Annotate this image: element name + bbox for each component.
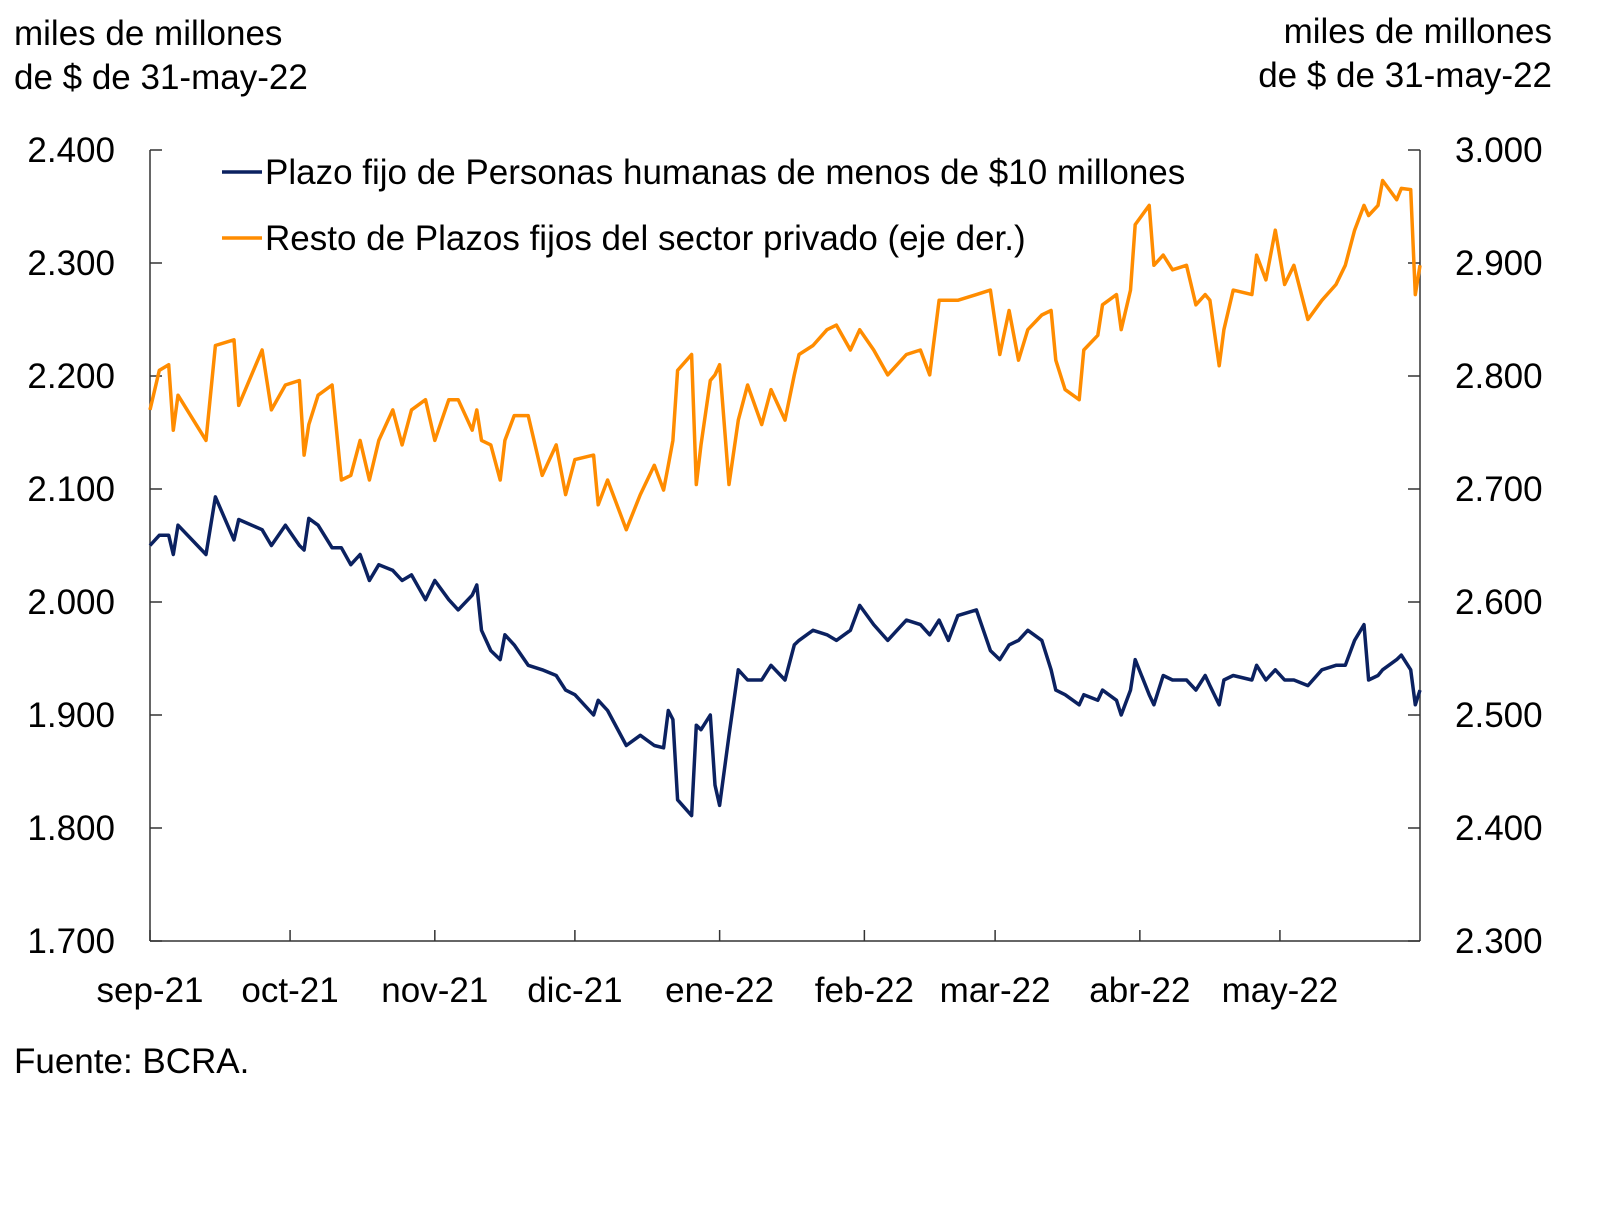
- right-tick-label: 2.800: [1455, 357, 1543, 396]
- series-line-resto-plazos-fijos: [148, 178, 1422, 532]
- right-unit-label-line1: miles de millones: [1283, 12, 1552, 51]
- x-tick-label: ene-22: [665, 971, 774, 1010]
- x-tick-label: nov-21: [381, 971, 488, 1010]
- x-tick-label: abr-22: [1089, 971, 1190, 1010]
- right-unit-label-line2: de $ de 31-may-22: [1258, 56, 1552, 95]
- x-tick-label: feb-22: [815, 971, 914, 1010]
- x-tick-label: sep-21: [96, 971, 203, 1010]
- x-tick-label: oct-21: [241, 971, 338, 1010]
- right-tick-label: 2.500: [1455, 696, 1543, 735]
- right-tick-label: 2.700: [1455, 470, 1543, 509]
- left-tick-label: 1.800: [27, 809, 115, 848]
- right-tick-label: 2.400: [1455, 809, 1543, 848]
- left-tick-label: 2.100: [27, 470, 115, 509]
- right-tick-label: 3.000: [1455, 131, 1543, 170]
- left-tick-label: 1.700: [27, 922, 115, 961]
- left-tick-label: 2.400: [27, 131, 115, 170]
- series-line-personas-humanas: [148, 495, 1422, 818]
- source-note: Fuente: BCRA.: [14, 1042, 250, 1081]
- x-tick-label: mar-22: [940, 971, 1051, 1010]
- right-tick-label: 2.300: [1455, 922, 1543, 961]
- x-tick-label: may-22: [1222, 971, 1339, 1010]
- left-tick-label: 2.200: [27, 357, 115, 396]
- right-tick-label: 2.600: [1455, 583, 1543, 622]
- x-tick-label: dic-21: [527, 971, 622, 1010]
- left-tick-label: 2.300: [27, 244, 115, 283]
- right-tick-label: 2.900: [1455, 244, 1543, 283]
- left-unit-label-line2: de $ de 31-may-22: [14, 58, 308, 97]
- left-unit-label-line1: miles de millones: [14, 14, 283, 53]
- left-tick-label: 2.000: [27, 583, 115, 622]
- legend-label: Resto de Plazos fijos del sector privado…: [265, 219, 1026, 258]
- left-tick-label: 1.900: [27, 696, 115, 735]
- legend-label: Plazo fijo de Personas humanas de menos …: [265, 153, 1185, 192]
